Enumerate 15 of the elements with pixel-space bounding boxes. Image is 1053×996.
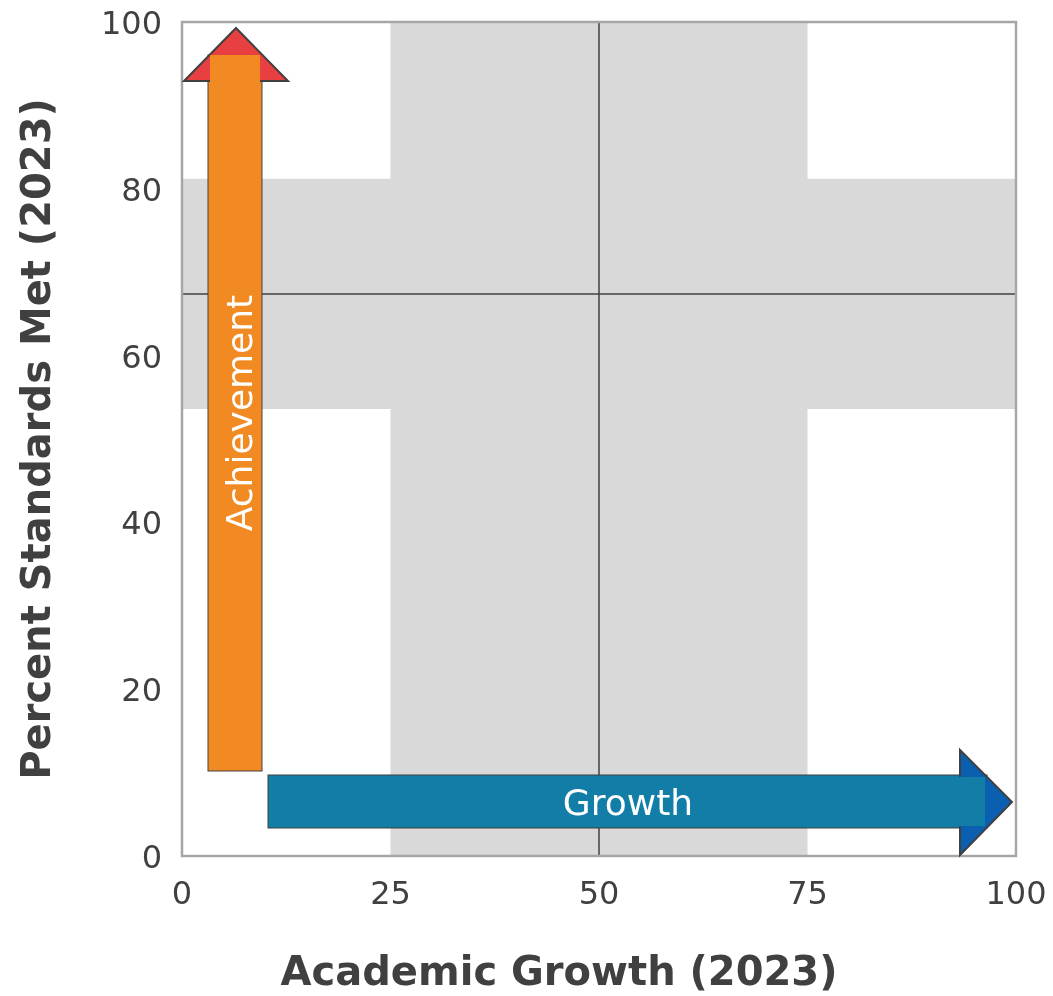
y-tick-label: 0 bbox=[141, 838, 162, 876]
y-tick-label: 20 bbox=[121, 671, 162, 710]
y-tick-label: 80 bbox=[121, 170, 162, 209]
x-tick-label: 50 bbox=[578, 874, 620, 912]
annotation: Achievement bbox=[219, 294, 260, 532]
x-tick-label: 25 bbox=[370, 874, 411, 912]
x-tick-label: 100 bbox=[985, 874, 1047, 912]
y-tick-label: 40 bbox=[121, 504, 162, 543]
y-axis-title: Percent Standards Met (2023) bbox=[13, 98, 59, 780]
annotation: Growth bbox=[562, 782, 694, 823]
y-tick-label: 60 bbox=[121, 337, 162, 376]
y-tick-label: 100 bbox=[100, 4, 162, 42]
x-axis-title: Academic Growth (2023) bbox=[280, 948, 838, 994]
x-tick-label: 0 bbox=[171, 874, 193, 912]
x-tick-label: 75 bbox=[787, 874, 828, 912]
